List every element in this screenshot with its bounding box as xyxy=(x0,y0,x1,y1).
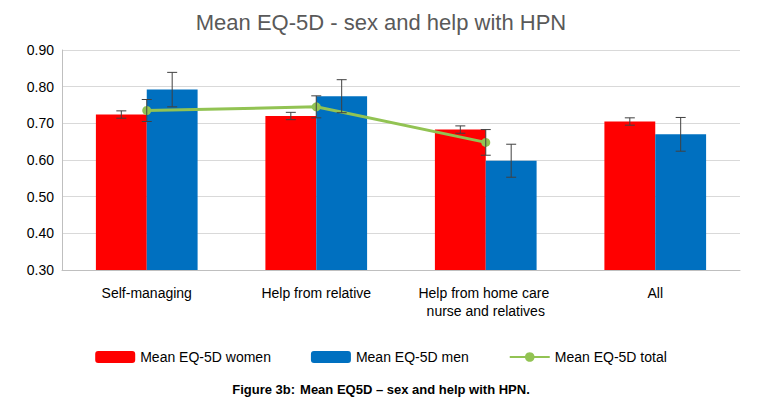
svg-text:Figure 3b:: Figure 3b: xyxy=(232,382,295,397)
svg-text:0.60: 0.60 xyxy=(27,152,54,168)
svg-text:All: All xyxy=(647,285,663,301)
svg-text:0.40: 0.40 xyxy=(27,225,54,241)
svg-text:Mean EQ-5D total: Mean EQ-5D total xyxy=(555,349,667,365)
svg-text:Mean EQ-5D men: Mean EQ-5D men xyxy=(356,349,469,365)
svg-text:0.50: 0.50 xyxy=(27,189,54,205)
svg-text:Help from home care: Help from home care xyxy=(418,285,553,301)
svg-text:Mean EQ-5D women: Mean EQ-5D women xyxy=(140,349,271,365)
svg-text:0.90: 0.90 xyxy=(27,42,54,58)
svg-text:0.70: 0.70 xyxy=(27,115,54,131)
svg-text:0.80: 0.80 xyxy=(27,79,54,95)
svg-text:Self-managing: Self-managing xyxy=(102,285,192,301)
svg-text:0.30: 0.30 xyxy=(27,262,54,278)
svg-text:Mean EQ-5D - sex and help with: Mean EQ-5D - sex and help with HPN xyxy=(196,10,567,35)
svg-text:nurse and relatives: nurse and relatives xyxy=(427,303,545,319)
svg-text:Help from relative: Help from relative xyxy=(261,285,371,301)
svg-text:Mean EQ5D – sex and help with: Mean EQ5D – sex and help with HPN. xyxy=(300,382,530,397)
